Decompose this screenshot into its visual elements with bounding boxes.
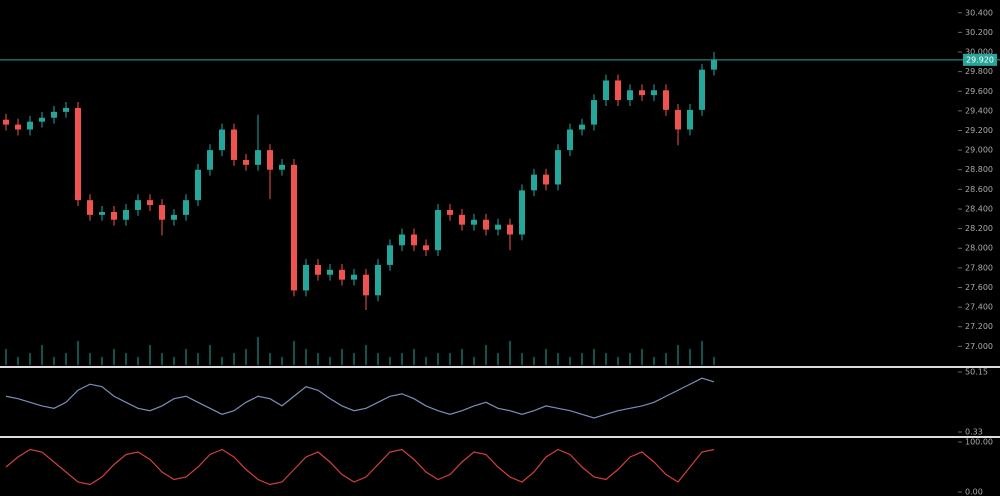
y-tick-label: 29.800	[965, 67, 993, 76]
y-tick-label: 100.00	[965, 438, 993, 447]
y-tick-label: 28.600	[965, 185, 993, 194]
candle-body	[159, 205, 165, 220]
candle-body	[375, 264, 381, 296]
candle-body	[411, 234, 417, 246]
last-price-box	[963, 53, 997, 66]
candle-body	[387, 245, 393, 265]
candle-body	[495, 224, 501, 230]
candle-body	[363, 274, 369, 296]
candle-body	[711, 59, 717, 70]
candle-body	[639, 90, 645, 96]
candle-body	[207, 150, 213, 170]
candle-body	[579, 124, 585, 130]
candle-body	[399, 234, 405, 246]
candle-body	[39, 117, 45, 122]
candle-body	[279, 164, 285, 170]
indicator-line	[5, 377, 715, 419]
candle-body	[507, 224, 513, 235]
y-tick-label: 30.400	[965, 8, 993, 17]
candle-body	[615, 80, 621, 101]
candle-body	[171, 214, 177, 220]
candle-body	[687, 109, 693, 130]
candle-body	[531, 174, 537, 191]
y-tick-label: 30.000	[965, 48, 993, 57]
y-tick-label: 28.400	[965, 204, 993, 213]
candle-body	[447, 209, 453, 215]
last-price-label: 29.920	[966, 55, 994, 64]
candle-body	[27, 121, 33, 130]
candle-body	[111, 211, 117, 220]
y-tick-label: 0.33	[965, 428, 983, 437]
y-tick-label: 27.000	[965, 342, 993, 351]
candle-body	[195, 169, 201, 201]
candle-body	[15, 124, 21, 130]
candle-body	[87, 200, 93, 215]
candle-body	[147, 200, 153, 206]
candle-body	[75, 107, 81, 201]
candle-body	[483, 219, 489, 230]
candle-body	[351, 274, 357, 280]
candle-body	[327, 269, 333, 275]
candle-body	[543, 174, 549, 185]
candle-body	[555, 150, 561, 185]
candle-body	[471, 219, 477, 225]
y-tick-label: 28.800	[965, 165, 993, 174]
candle-body	[591, 100, 597, 125]
candle-body	[123, 209, 129, 220]
candle-body	[3, 119, 9, 125]
candle-body	[651, 90, 657, 96]
candle-body	[423, 245, 429, 251]
candle-body	[243, 159, 249, 165]
y-tick-label: 27.400	[965, 303, 993, 312]
candle-body	[219, 129, 225, 151]
candle-body	[183, 200, 189, 215]
candle-body	[459, 214, 465, 225]
candle-body	[99, 211, 105, 215]
candle-body	[135, 200, 141, 210]
candle-body	[303, 264, 309, 291]
candle-body	[291, 164, 297, 291]
candle-body	[267, 150, 273, 170]
y-tick-label: 27.800	[965, 263, 993, 272]
y-tick-label: 29.400	[965, 106, 993, 115]
y-tick-label: 28.000	[965, 244, 993, 253]
y-tick-label: 27.600	[965, 283, 993, 292]
candle-body	[627, 90, 633, 101]
candle-body	[51, 111, 57, 118]
y-tick-label: 0.00	[965, 488, 983, 496]
candle-body	[603, 80, 609, 101]
candle-body	[699, 69, 705, 110]
y-tick-label: 29.200	[965, 126, 993, 135]
candle-body	[435, 209, 441, 251]
candle-body	[231, 129, 237, 160]
y-tick-label: 28.200	[965, 224, 993, 233]
candle-body	[315, 264, 321, 275]
candle-body	[663, 90, 669, 110]
y-tick-label: 30.200	[965, 28, 993, 37]
indicator-line	[5, 448, 715, 486]
candle-body	[567, 129, 573, 151]
candle-body	[255, 150, 261, 165]
candle-body	[675, 109, 681, 130]
candle-body	[519, 190, 525, 235]
y-tick-label: 29.000	[965, 146, 993, 155]
y-tick-label: 29.600	[965, 87, 993, 96]
y-tick-label: 27.200	[965, 322, 993, 331]
y-tick-label: 50.15	[965, 368, 988, 377]
candle-body	[339, 269, 345, 280]
candle-body	[63, 107, 69, 112]
